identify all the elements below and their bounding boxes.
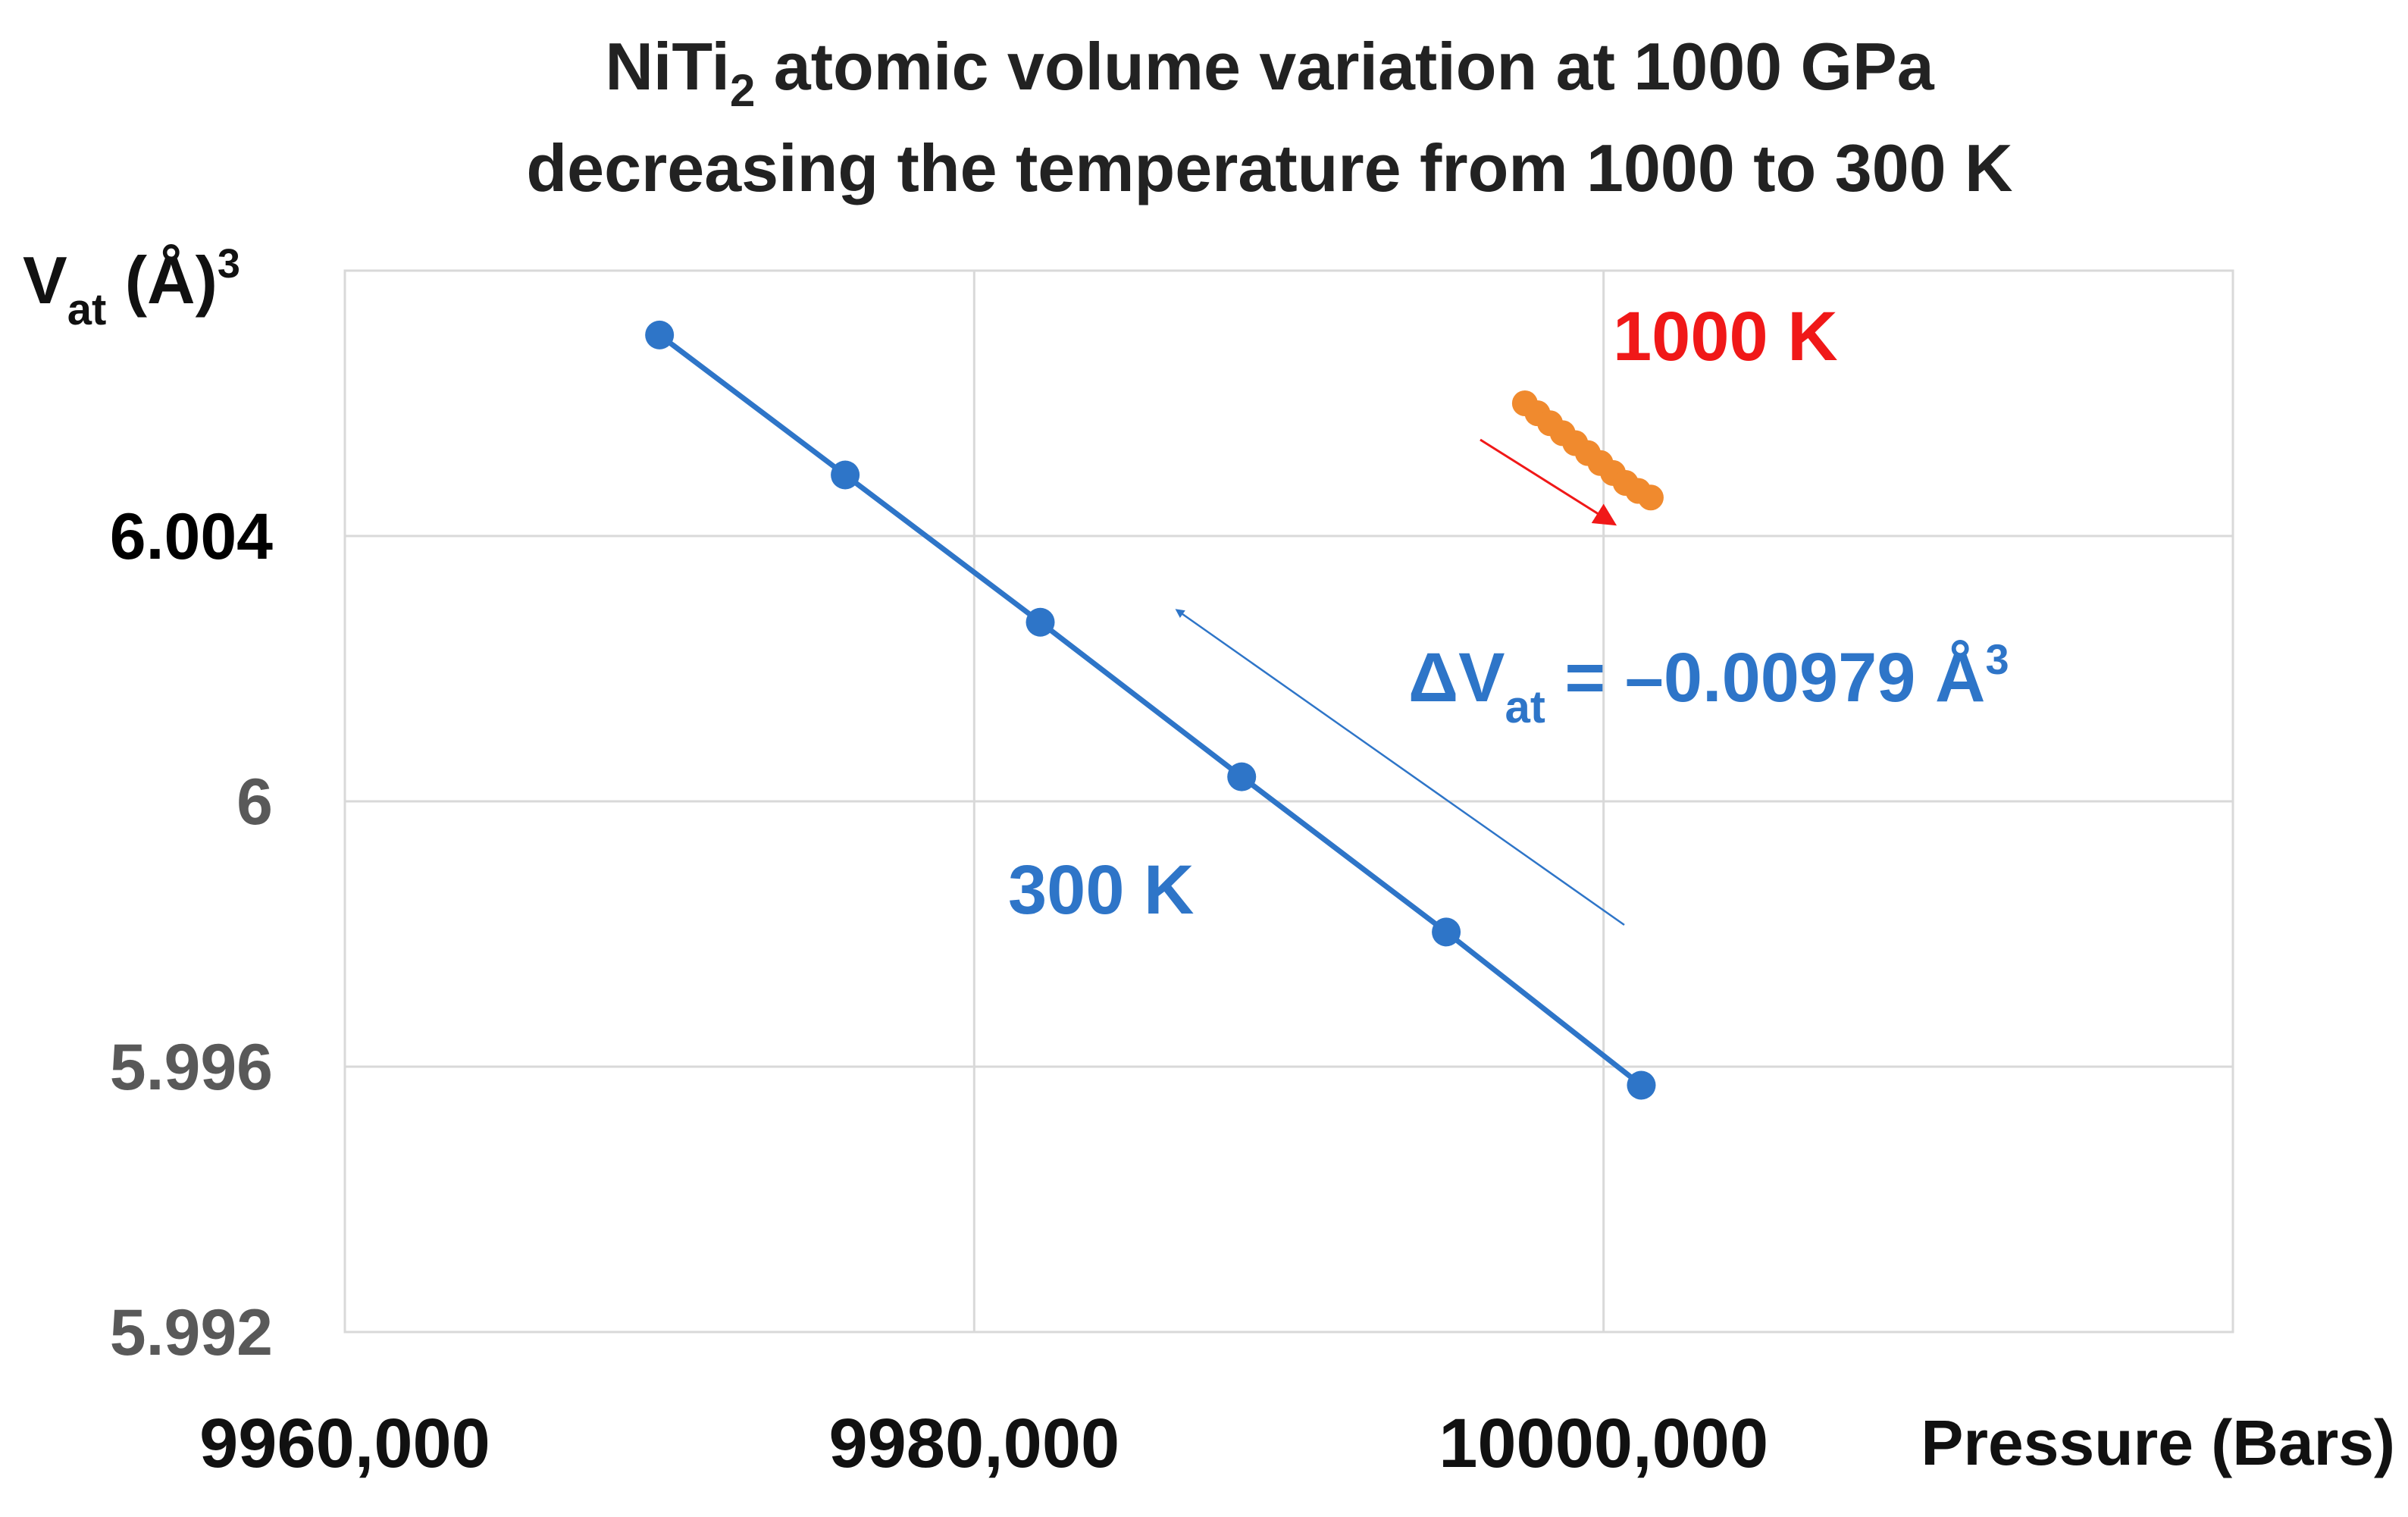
gridlines [345,271,2233,1332]
series-300k-line [658,333,1643,1088]
series-300k-point-3 [1227,762,1257,791]
series-300k-point-1 [831,460,860,490]
x-tick-label-2: 10000,000 [1439,1405,1768,1482]
delta-v-annotation: ΔVat = –0.00979 Å3 [1408,635,2009,732]
series-1000k-point-10 [1637,484,1664,511]
x-axis-ticks: 9960,000 9980,000 10000,000 [199,1405,1768,1482]
y-axis-label: Vat (Å)3 [23,241,240,334]
chart-title-line-1: NiTi2 atomic volume variation at 1000 GP… [605,29,1934,116]
series-300k-point-4 [1432,917,1461,947]
y-axis-ticks: 6.004 6 5.996 5.992 [110,500,273,1369]
delta-prefix: ΔV [1408,639,1505,716]
y-axis-label-unit: (Å) [106,243,218,318]
title-subscript: 2 [730,65,755,116]
series-300k-point-0 [645,320,675,349]
cooling-arrow-red [1480,438,1617,526]
y-axis-label-sub: at [67,285,107,334]
delta-sup: 3 [1985,635,2009,683]
series-300k [645,320,1656,1100]
y-axis-label-sup: 3 [218,241,240,287]
chart-title-line-2: decreasing the temperature from 1000 to … [526,130,2012,205]
y-tick-label-3: 5.992 [110,1296,273,1369]
delta-sub: at [1505,682,1545,732]
y-tick-label-0: 6.004 [110,500,273,573]
series-300k-point-2 [1026,607,1055,637]
x-axis-label: Pressure (Bars) [1921,1407,2395,1478]
series-300k-point-5 [1627,1070,1656,1100]
y-tick-label-2: 5.996 [110,1031,273,1104]
x-tick-label-1: 9980,000 [828,1405,1119,1482]
series-1000k [1511,390,1664,511]
delta-value: = –0.00979 Å [1545,639,1986,716]
y-axis-label-main: V [23,243,67,318]
label-300k: 300 K [1008,851,1195,929]
x-tick-label-0: 9960,000 [199,1405,490,1482]
y-tick-label-1: 6 [236,766,273,838]
volume-change-arrow-blue [1175,609,1625,926]
label-1000k: 1000 K [1613,298,1838,375]
title-suffix: atomic volume variation at 1000 GPa [755,29,1934,104]
title-prefix: NiTi [605,29,730,104]
